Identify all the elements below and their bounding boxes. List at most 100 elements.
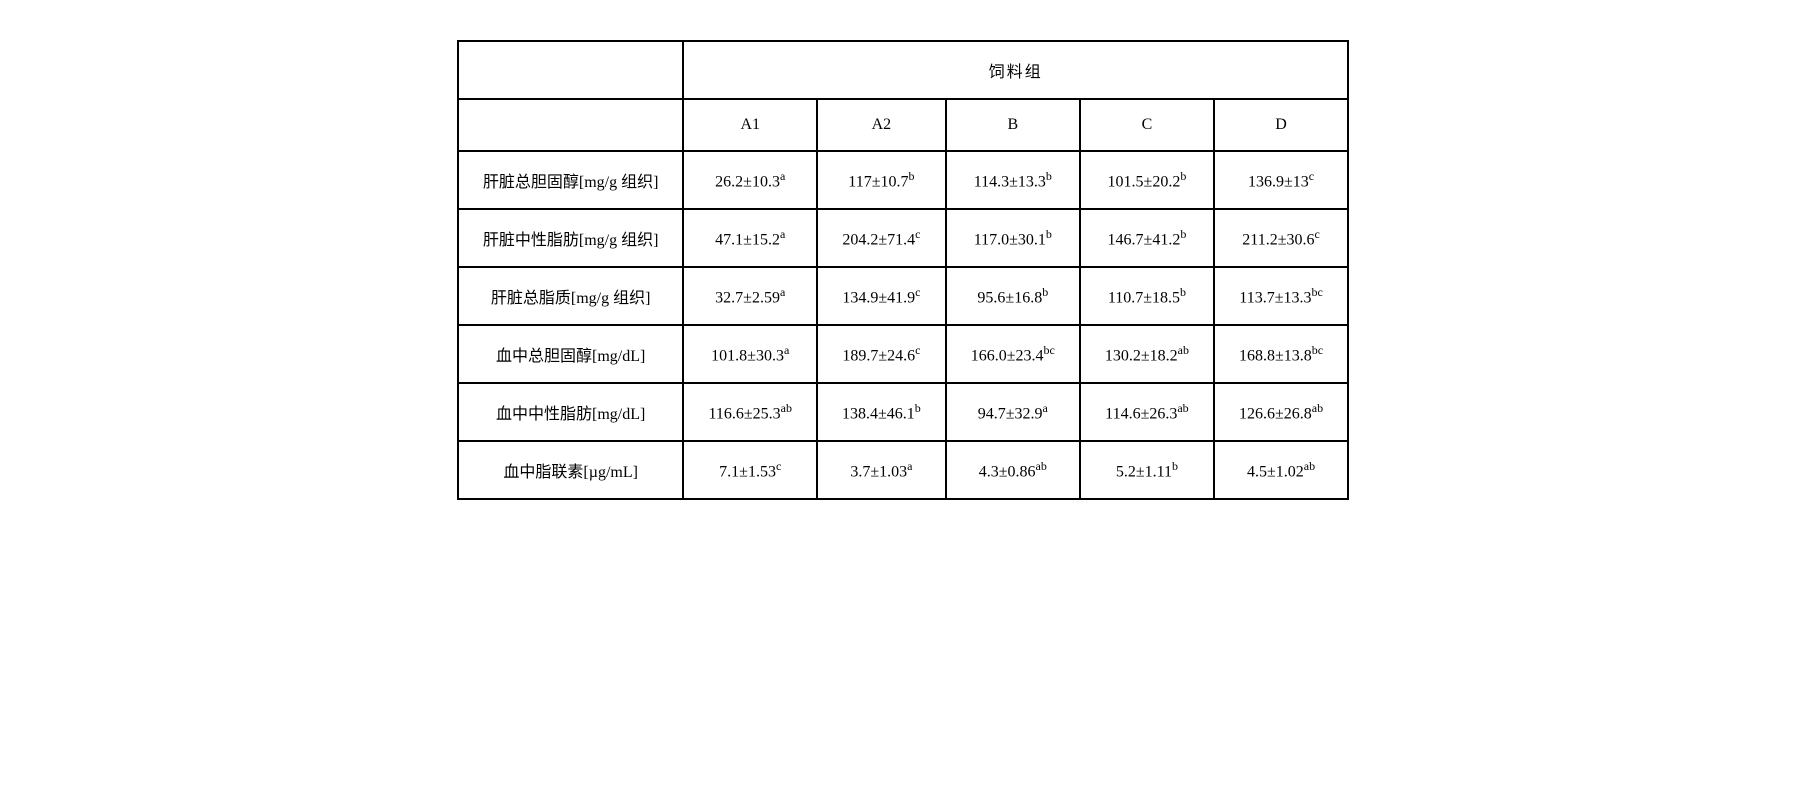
data-cell: 47.1±15.2a bbox=[683, 209, 817, 267]
cell-value: 136.9±13 bbox=[1248, 173, 1309, 190]
cell-superscript: ab bbox=[1312, 401, 1323, 415]
data-cell: 32.7±2.59a bbox=[683, 267, 817, 325]
data-cell: 204.2±71.4c bbox=[817, 209, 946, 267]
table-header-row: A1 A2 B C D bbox=[458, 99, 1348, 151]
cell-superscript: bc bbox=[1312, 343, 1323, 357]
cell-value: 116.6±25.3 bbox=[708, 405, 780, 422]
cell-superscript: c bbox=[776, 459, 781, 473]
cell-value: 113.7±13.3 bbox=[1239, 289, 1311, 306]
cell-superscript: bc bbox=[1311, 285, 1322, 299]
cell-superscript: b bbox=[1046, 169, 1052, 183]
cell-value: 114.6±26.3 bbox=[1105, 405, 1177, 422]
col-header-c: C bbox=[1080, 99, 1214, 151]
cell-value: 4.3±0.86 bbox=[979, 463, 1036, 480]
col-header-d: D bbox=[1214, 99, 1348, 151]
cell-value: 94.7±32.9 bbox=[978, 405, 1043, 422]
cell-value: 7.1±1.53 bbox=[719, 463, 776, 480]
cell-superscript: b bbox=[1046, 227, 1052, 241]
cell-value: 5.2±1.11 bbox=[1116, 463, 1172, 480]
data-cell: 126.6±26.8ab bbox=[1214, 383, 1348, 441]
table-row: 肝脏总脂质[mg/g 组织]32.7±2.59a134.9±41.9c95.6±… bbox=[458, 267, 1348, 325]
cell-superscript: a bbox=[907, 459, 912, 473]
cell-value: 3.7±1.03 bbox=[850, 463, 907, 480]
cell-superscript: a bbox=[780, 169, 785, 183]
data-cell: 134.9±41.9c bbox=[817, 267, 946, 325]
data-cell: 4.5±1.02ab bbox=[1214, 441, 1348, 499]
cell-value: 101.5±20.2 bbox=[1108, 173, 1181, 190]
cell-value: 117±10.7 bbox=[848, 173, 908, 190]
data-cell: 116.6±25.3ab bbox=[683, 383, 817, 441]
cell-value: 47.1±15.2 bbox=[715, 231, 780, 248]
cell-superscript: a bbox=[1043, 401, 1048, 415]
row-label: 血中总胆固醇[mg/dL] bbox=[458, 325, 684, 383]
cell-value: 4.5±1.02 bbox=[1247, 463, 1304, 480]
data-cell: 117.0±30.1b bbox=[946, 209, 1080, 267]
data-cell: 4.3±0.86ab bbox=[946, 441, 1080, 499]
cell-value: 130.2±18.2 bbox=[1105, 347, 1178, 364]
table-row: 肝脏总胆固醇[mg/g 组织]26.2±10.3a117±10.7b114.3±… bbox=[458, 151, 1348, 209]
table-header-group-row: 饲料组 bbox=[458, 41, 1348, 99]
cell-superscript: ab bbox=[1177, 401, 1188, 415]
data-cell: 3.7±1.03a bbox=[817, 441, 946, 499]
cell-value: 114.3±13.3 bbox=[974, 173, 1046, 190]
row-label: 肝脏总胆固醇[mg/g 组织] bbox=[458, 151, 684, 209]
cell-value: 138.4±46.1 bbox=[842, 405, 915, 422]
cell-value: 166.0±23.4 bbox=[971, 347, 1044, 364]
table-corner-cell bbox=[458, 41, 684, 99]
data-cell: 7.1±1.53c bbox=[683, 441, 817, 499]
col-header-a2: A2 bbox=[817, 99, 946, 151]
table-row: 血中中性脂肪[mg/dL]116.6±25.3ab138.4±46.1b94.7… bbox=[458, 383, 1348, 441]
cell-value: 211.2±30.6 bbox=[1242, 231, 1314, 248]
cell-value: 146.7±41.2 bbox=[1108, 231, 1181, 248]
cell-superscript: b bbox=[1172, 459, 1178, 473]
cell-value: 189.7±24.6 bbox=[842, 347, 915, 364]
col-header-b: B bbox=[946, 99, 1080, 151]
cell-superscript: b bbox=[1180, 285, 1186, 299]
data-cell: 110.7±18.5b bbox=[1080, 267, 1214, 325]
cell-superscript: ab bbox=[1304, 459, 1315, 473]
data-cell: 101.5±20.2b bbox=[1080, 151, 1214, 209]
data-cell: 189.7±24.6c bbox=[817, 325, 946, 383]
table-row: 血中脂联素[µg/mL]7.1±1.53c3.7±1.03a4.3±0.86ab… bbox=[458, 441, 1348, 499]
cell-superscript: ab bbox=[781, 401, 792, 415]
cell-value: 168.8±13.8 bbox=[1239, 347, 1312, 364]
cell-superscript: bc bbox=[1044, 343, 1055, 357]
data-cell: 130.2±18.2ab bbox=[1080, 325, 1214, 383]
row-label: 血中脂联素[µg/mL] bbox=[458, 441, 684, 499]
cell-superscript: c bbox=[915, 285, 920, 299]
table-row: 肝脏中性脂肪[mg/g 组织]47.1±15.2a204.2±71.4c117.… bbox=[458, 209, 1348, 267]
table-row-label-header bbox=[458, 99, 684, 151]
data-cell: 114.3±13.3b bbox=[946, 151, 1080, 209]
table-row: 血中总胆固醇[mg/dL]101.8±30.3a189.7±24.6c166.0… bbox=[458, 325, 1348, 383]
data-cell: 5.2±1.11b bbox=[1080, 441, 1214, 499]
cell-superscript: b bbox=[1180, 227, 1186, 241]
data-cell: 168.8±13.8bc bbox=[1214, 325, 1348, 383]
data-cell: 101.8±30.3a bbox=[683, 325, 817, 383]
col-header-a1: A1 bbox=[683, 99, 817, 151]
cell-superscript: c bbox=[915, 343, 920, 357]
data-cell: 138.4±46.1b bbox=[817, 383, 946, 441]
cell-superscript: b bbox=[915, 401, 921, 415]
cell-value: 204.2±71.4 bbox=[842, 231, 915, 248]
data-cell: 136.9±13c bbox=[1214, 151, 1348, 209]
cell-superscript: b bbox=[908, 169, 914, 183]
data-cell: 114.6±26.3ab bbox=[1080, 383, 1214, 441]
cell-superscript: a bbox=[780, 227, 785, 241]
cell-superscript: c bbox=[915, 227, 920, 241]
row-label: 肝脏中性脂肪[mg/g 组织] bbox=[458, 209, 684, 267]
cell-superscript: ab bbox=[1178, 343, 1189, 357]
cell-value: 95.6±16.8 bbox=[977, 289, 1042, 306]
table-header-group: 饲料组 bbox=[683, 41, 1348, 99]
cell-value: 126.6±26.8 bbox=[1239, 405, 1312, 422]
cell-superscript: a bbox=[784, 343, 789, 357]
cell-value: 101.8±30.3 bbox=[711, 347, 784, 364]
cell-superscript: b bbox=[1180, 169, 1186, 183]
cell-superscript: ab bbox=[1036, 459, 1047, 473]
cell-superscript: c bbox=[1309, 169, 1314, 183]
data-cell: 117±10.7b bbox=[817, 151, 946, 209]
cell-superscript: b bbox=[1042, 285, 1048, 299]
data-cell: 113.7±13.3bc bbox=[1214, 267, 1348, 325]
row-label: 血中中性脂肪[mg/dL] bbox=[458, 383, 684, 441]
data-cell: 95.6±16.8b bbox=[946, 267, 1080, 325]
cell-value: 32.7±2.59 bbox=[715, 289, 780, 306]
